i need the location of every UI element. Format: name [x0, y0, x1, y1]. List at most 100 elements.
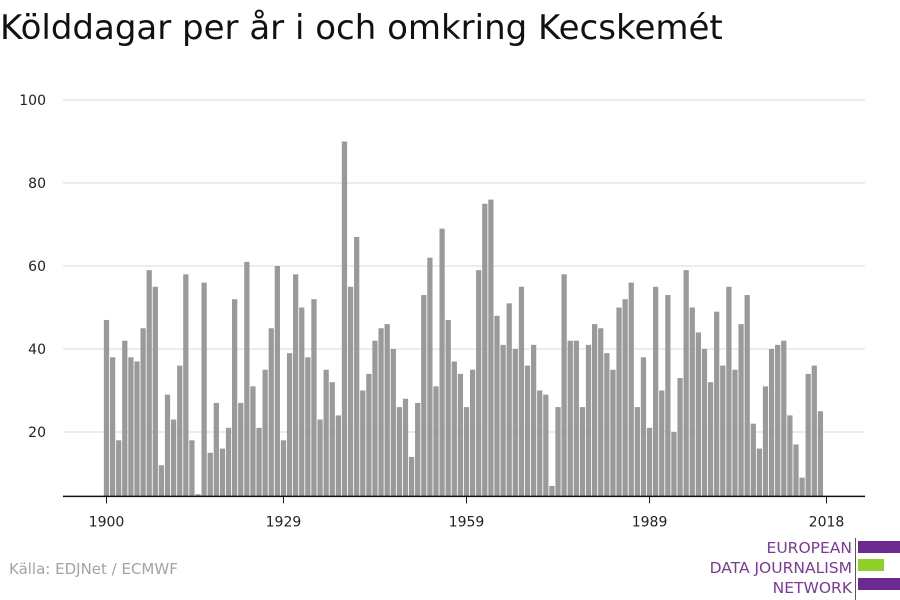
bar-1998 — [701, 349, 708, 497]
y-tick-label: 40 — [28, 342, 46, 358]
bar-1997 — [695, 332, 701, 497]
bar-2007 — [756, 448, 763, 497]
bar-1927 — [268, 328, 274, 497]
bar-1966 — [506, 303, 512, 497]
y-tick-label: 60 — [28, 259, 46, 275]
logo-line-3: NETWORK — [772, 579, 852, 597]
bar-1910 — [164, 394, 171, 497]
chart-title: Kölddagar per år i och omkring Kecskemét — [0, 8, 723, 48]
bar-1992 — [665, 295, 671, 497]
x-tick-label: 1989 — [632, 514, 668, 530]
bar-1949 — [402, 398, 409, 497]
logo-line-1: EUROPEAN — [766, 539, 852, 557]
bar-2004 — [738, 324, 744, 497]
bar-1961 — [476, 270, 482, 497]
x-tick-label: 2018 — [809, 514, 845, 530]
bar-1923 — [244, 261, 250, 497]
bar-1965 — [500, 344, 506, 497]
bar-1936 — [323, 369, 329, 497]
bar-1977 — [573, 340, 579, 497]
axes: 20 40 60 80 100 1900 1929 1959 1989 2018 — [19, 93, 865, 530]
bar-1983 — [610, 369, 616, 497]
logo-divider — [855, 538, 856, 600]
logo-bar-green — [858, 559, 884, 571]
bar-2017 — [817, 411, 824, 497]
bar-1931 — [293, 274, 299, 497]
bar-1940 — [347, 286, 354, 497]
bar-1979 — [585, 344, 592, 497]
bar-1934 — [311, 299, 317, 497]
bar-1985 — [622, 299, 628, 497]
bar-1917 — [207, 452, 213, 497]
bar-1957 — [451, 361, 457, 497]
x-tick-label: 1959 — [449, 514, 485, 530]
bar-2009 — [768, 349, 775, 497]
bar-2010 — [775, 344, 781, 497]
bar-1996 — [689, 307, 695, 497]
bar-1984 — [616, 307, 622, 497]
bars — [103, 141, 824, 497]
bar-2001 — [720, 365, 726, 497]
bar-1973 — [549, 485, 555, 497]
bar-1954 — [433, 386, 439, 497]
x-tick-label: 1929 — [266, 514, 302, 530]
bar-1948 — [396, 407, 403, 497]
bar-2000 — [714, 311, 720, 497]
bar-1941 — [354, 236, 360, 497]
bar-1980 — [592, 324, 598, 497]
bar-1944 — [372, 340, 378, 497]
bar-1939 — [341, 141, 348, 497]
bar-1982 — [604, 353, 610, 497]
bar-2011 — [781, 340, 787, 497]
bar-2006 — [750, 423, 756, 497]
bar-1960 — [469, 369, 476, 497]
bar-1921 — [232, 299, 238, 497]
x-tick-label: 1900 — [89, 514, 125, 530]
bar-1946 — [384, 324, 390, 497]
bar-1995 — [683, 270, 689, 497]
bar-1920 — [225, 427, 232, 497]
bar-1967 — [512, 349, 518, 497]
bar-1925 — [256, 427, 262, 497]
bar-1950 — [408, 456, 415, 497]
bar-1928 — [274, 266, 280, 497]
bar-2012 — [787, 415, 793, 497]
bar-1929 — [280, 440, 287, 497]
bar-1963 — [488, 199, 494, 497]
bar-1913 — [183, 274, 189, 497]
bar-1956 — [445, 319, 451, 497]
bar-1903 — [122, 340, 128, 497]
bar-1922 — [238, 402, 244, 497]
bar-1955 — [439, 228, 445, 497]
bar-1914 — [189, 440, 195, 497]
y-tick-label: 100 — [19, 93, 46, 109]
bar-1916 — [201, 282, 207, 497]
bar-1999 — [707, 382, 714, 497]
logo-bar-purple-bottom — [858, 578, 900, 590]
bar-2003 — [732, 369, 738, 497]
bar-1976 — [567, 340, 573, 497]
bar-1990 — [653, 286, 659, 497]
bar-1930 — [286, 353, 293, 497]
bar-2013 — [793, 444, 799, 497]
bar-1945 — [378, 328, 384, 497]
bar-1952 — [421, 295, 427, 497]
bar-1911 — [170, 419, 177, 497]
bar-1994 — [677, 378, 683, 497]
edjnet-logo: EUROPEAN DATA JOURNALISM NETWORK — [708, 538, 900, 600]
logo-bar-purple-top — [858, 541, 900, 553]
bar-1901 — [109, 357, 116, 497]
bar-1991 — [659, 390, 665, 497]
y-tick-label: 20 — [28, 425, 46, 441]
bar-1986 — [628, 282, 634, 497]
bar-1951 — [415, 402, 421, 497]
bar-1974 — [555, 407, 561, 497]
bar-1909 — [158, 465, 165, 497]
bar-1924 — [250, 386, 256, 497]
bar-1935 — [317, 419, 323, 497]
bar-1968 — [518, 286, 525, 497]
bar-1942 — [360, 390, 366, 497]
bar-1975 — [561, 274, 567, 497]
bar-2002 — [726, 286, 732, 497]
bar-2015 — [805, 373, 811, 497]
